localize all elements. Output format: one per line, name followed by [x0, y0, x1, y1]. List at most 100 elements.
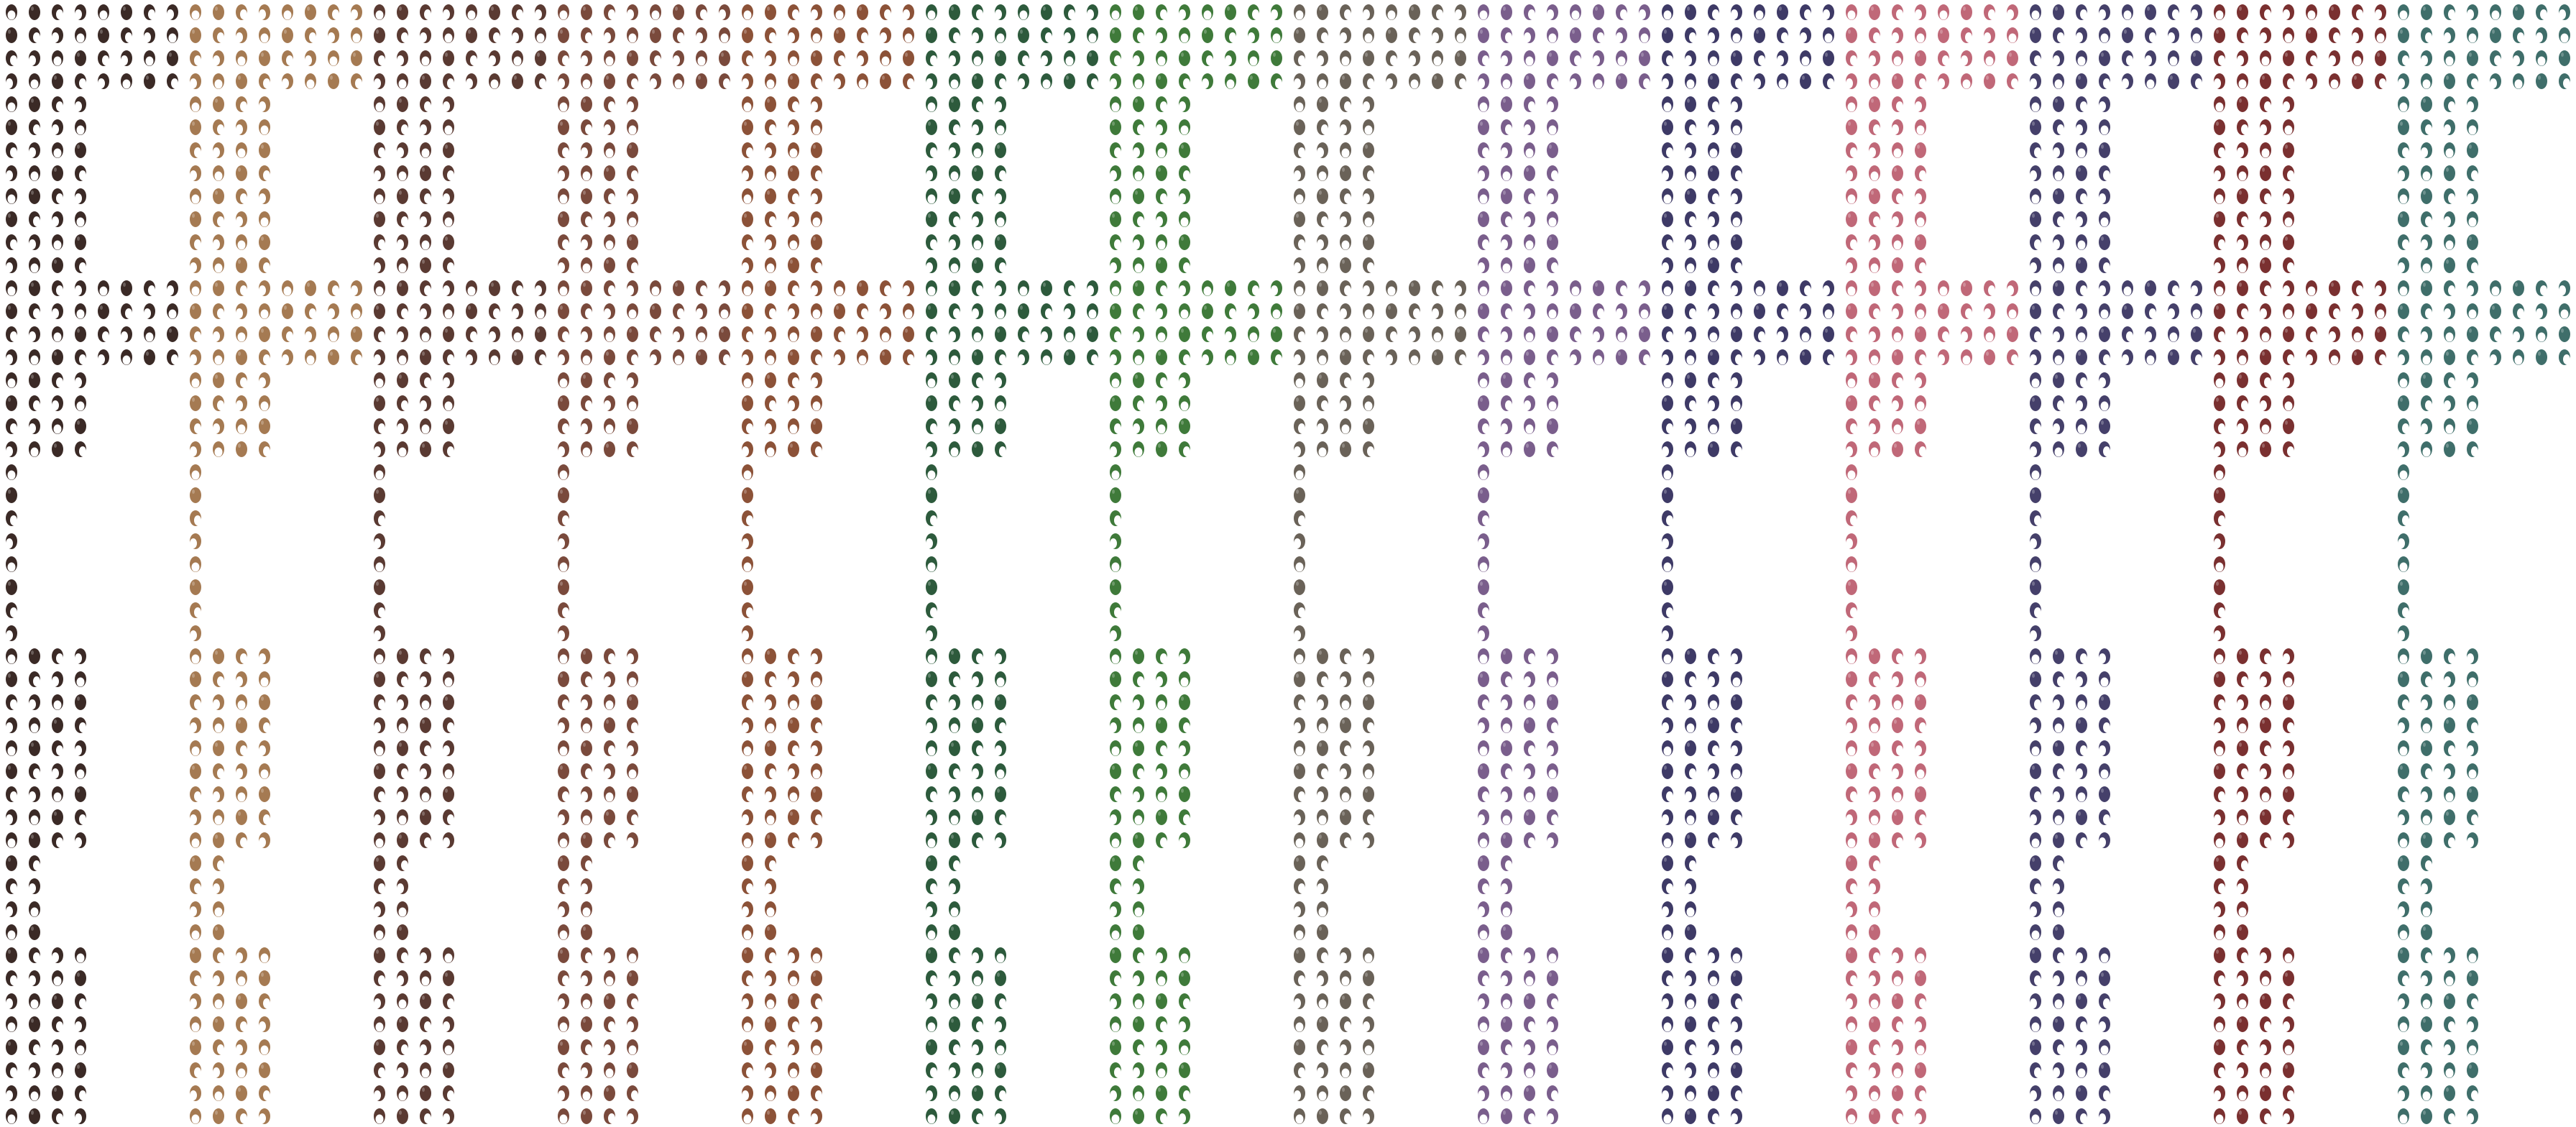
hair-sprite [1087, 4, 1098, 20]
hair-sprite [236, 326, 247, 342]
hair-sprite [75, 1016, 86, 1032]
shine [238, 995, 241, 1000]
hair-sprite [1294, 142, 1305, 158]
face [631, 1090, 638, 1100]
hair-sprite [949, 257, 960, 273]
face [559, 1022, 568, 1032]
hair-sprite [581, 924, 592, 940]
face [976, 285, 983, 295]
shine [951, 926, 954, 931]
hair-sprite [627, 441, 638, 457]
hair [6, 211, 17, 227]
hair [558, 395, 569, 411]
hair-sprite [75, 740, 86, 756]
face [950, 79, 959, 89]
face [1617, 332, 1626, 342]
hair-sprite [926, 510, 937, 526]
face [260, 953, 269, 963]
face [1110, 262, 1117, 272]
face [1156, 216, 1163, 226]
face [213, 699, 220, 709]
hair-sprite [29, 280, 40, 296]
face [1064, 308, 1071, 318]
shine [376, 305, 379, 310]
hair-sprite [374, 73, 385, 89]
shine [1319, 834, 1322, 839]
face [401, 32, 408, 42]
hair-sprite [1409, 280, 1420, 296]
hair-sprite [190, 809, 201, 825]
hair-sprite [1110, 763, 1121, 779]
face [7, 1022, 16, 1032]
hair-sprite [765, 671, 776, 687]
hair-sprite [1363, 694, 1374, 710]
shine [997, 328, 1000, 333]
hair-sprite [29, 441, 40, 457]
shine [951, 98, 954, 103]
hair-sprite [259, 1016, 270, 1032]
hair-sprite [581, 1039, 592, 1055]
hair [29, 4, 40, 20]
face [995, 837, 1002, 847]
face [1528, 9, 1535, 19]
hair [6, 671, 17, 687]
hair-sprite [1363, 763, 1374, 779]
face [374, 354, 381, 364]
face [10, 883, 17, 893]
hair-sprite [1294, 809, 1305, 825]
hair-sprite [397, 809, 408, 825]
hair-sprite [397, 142, 408, 158]
shine [1158, 995, 1161, 1000]
hair-sprite [765, 303, 776, 319]
hair-sprite [880, 303, 891, 319]
hair [558, 211, 569, 227]
face [99, 10, 108, 20]
hair-sprite [374, 1085, 385, 1101]
face [604, 1044, 611, 1054]
hair-sprite [52, 1039, 63, 1055]
hair [1478, 211, 1489, 227]
hair-sprite [1156, 809, 1167, 825]
hair-sprite [52, 1085, 63, 1101]
hair-sprite [1547, 96, 1558, 112]
face [1294, 1090, 1301, 1100]
hair-sprite [558, 142, 569, 158]
hair [1156, 165, 1167, 181]
hair-sprite [420, 832, 431, 848]
hair-sprite [765, 924, 776, 940]
face [52, 1044, 59, 1054]
hair-sprite [926, 579, 937, 595]
hair-sprite [190, 579, 201, 595]
face [973, 424, 982, 434]
face [835, 286, 844, 296]
face [191, 1114, 200, 1124]
shine [629, 696, 632, 701]
face [1620, 285, 1627, 295]
hair-sprite [374, 625, 385, 641]
hair-sprite [742, 579, 753, 595]
hair [1616, 73, 1627, 89]
face [305, 55, 312, 65]
hair-sprite [581, 648, 592, 664]
hair [949, 740, 960, 756]
shine [491, 282, 494, 287]
face [972, 308, 979, 318]
hair-sprite [719, 4, 730, 20]
hair-sprite [1294, 119, 1305, 135]
face [973, 976, 982, 986]
shine [560, 581, 563, 586]
hair-sprite [1179, 234, 1190, 250]
face [29, 147, 36, 157]
face [1203, 10, 1212, 20]
hair-sprite [259, 1085, 270, 1101]
face [33, 400, 40, 410]
hair-sprite [604, 1016, 615, 1032]
hair-sprite [29, 395, 40, 411]
shine [928, 213, 931, 218]
shine [8, 765, 11, 770]
face [766, 999, 775, 1009]
hair-sprite [397, 372, 408, 388]
hair-sprite [443, 993, 454, 1009]
hair-sprite [535, 50, 546, 66]
face [861, 308, 868, 318]
